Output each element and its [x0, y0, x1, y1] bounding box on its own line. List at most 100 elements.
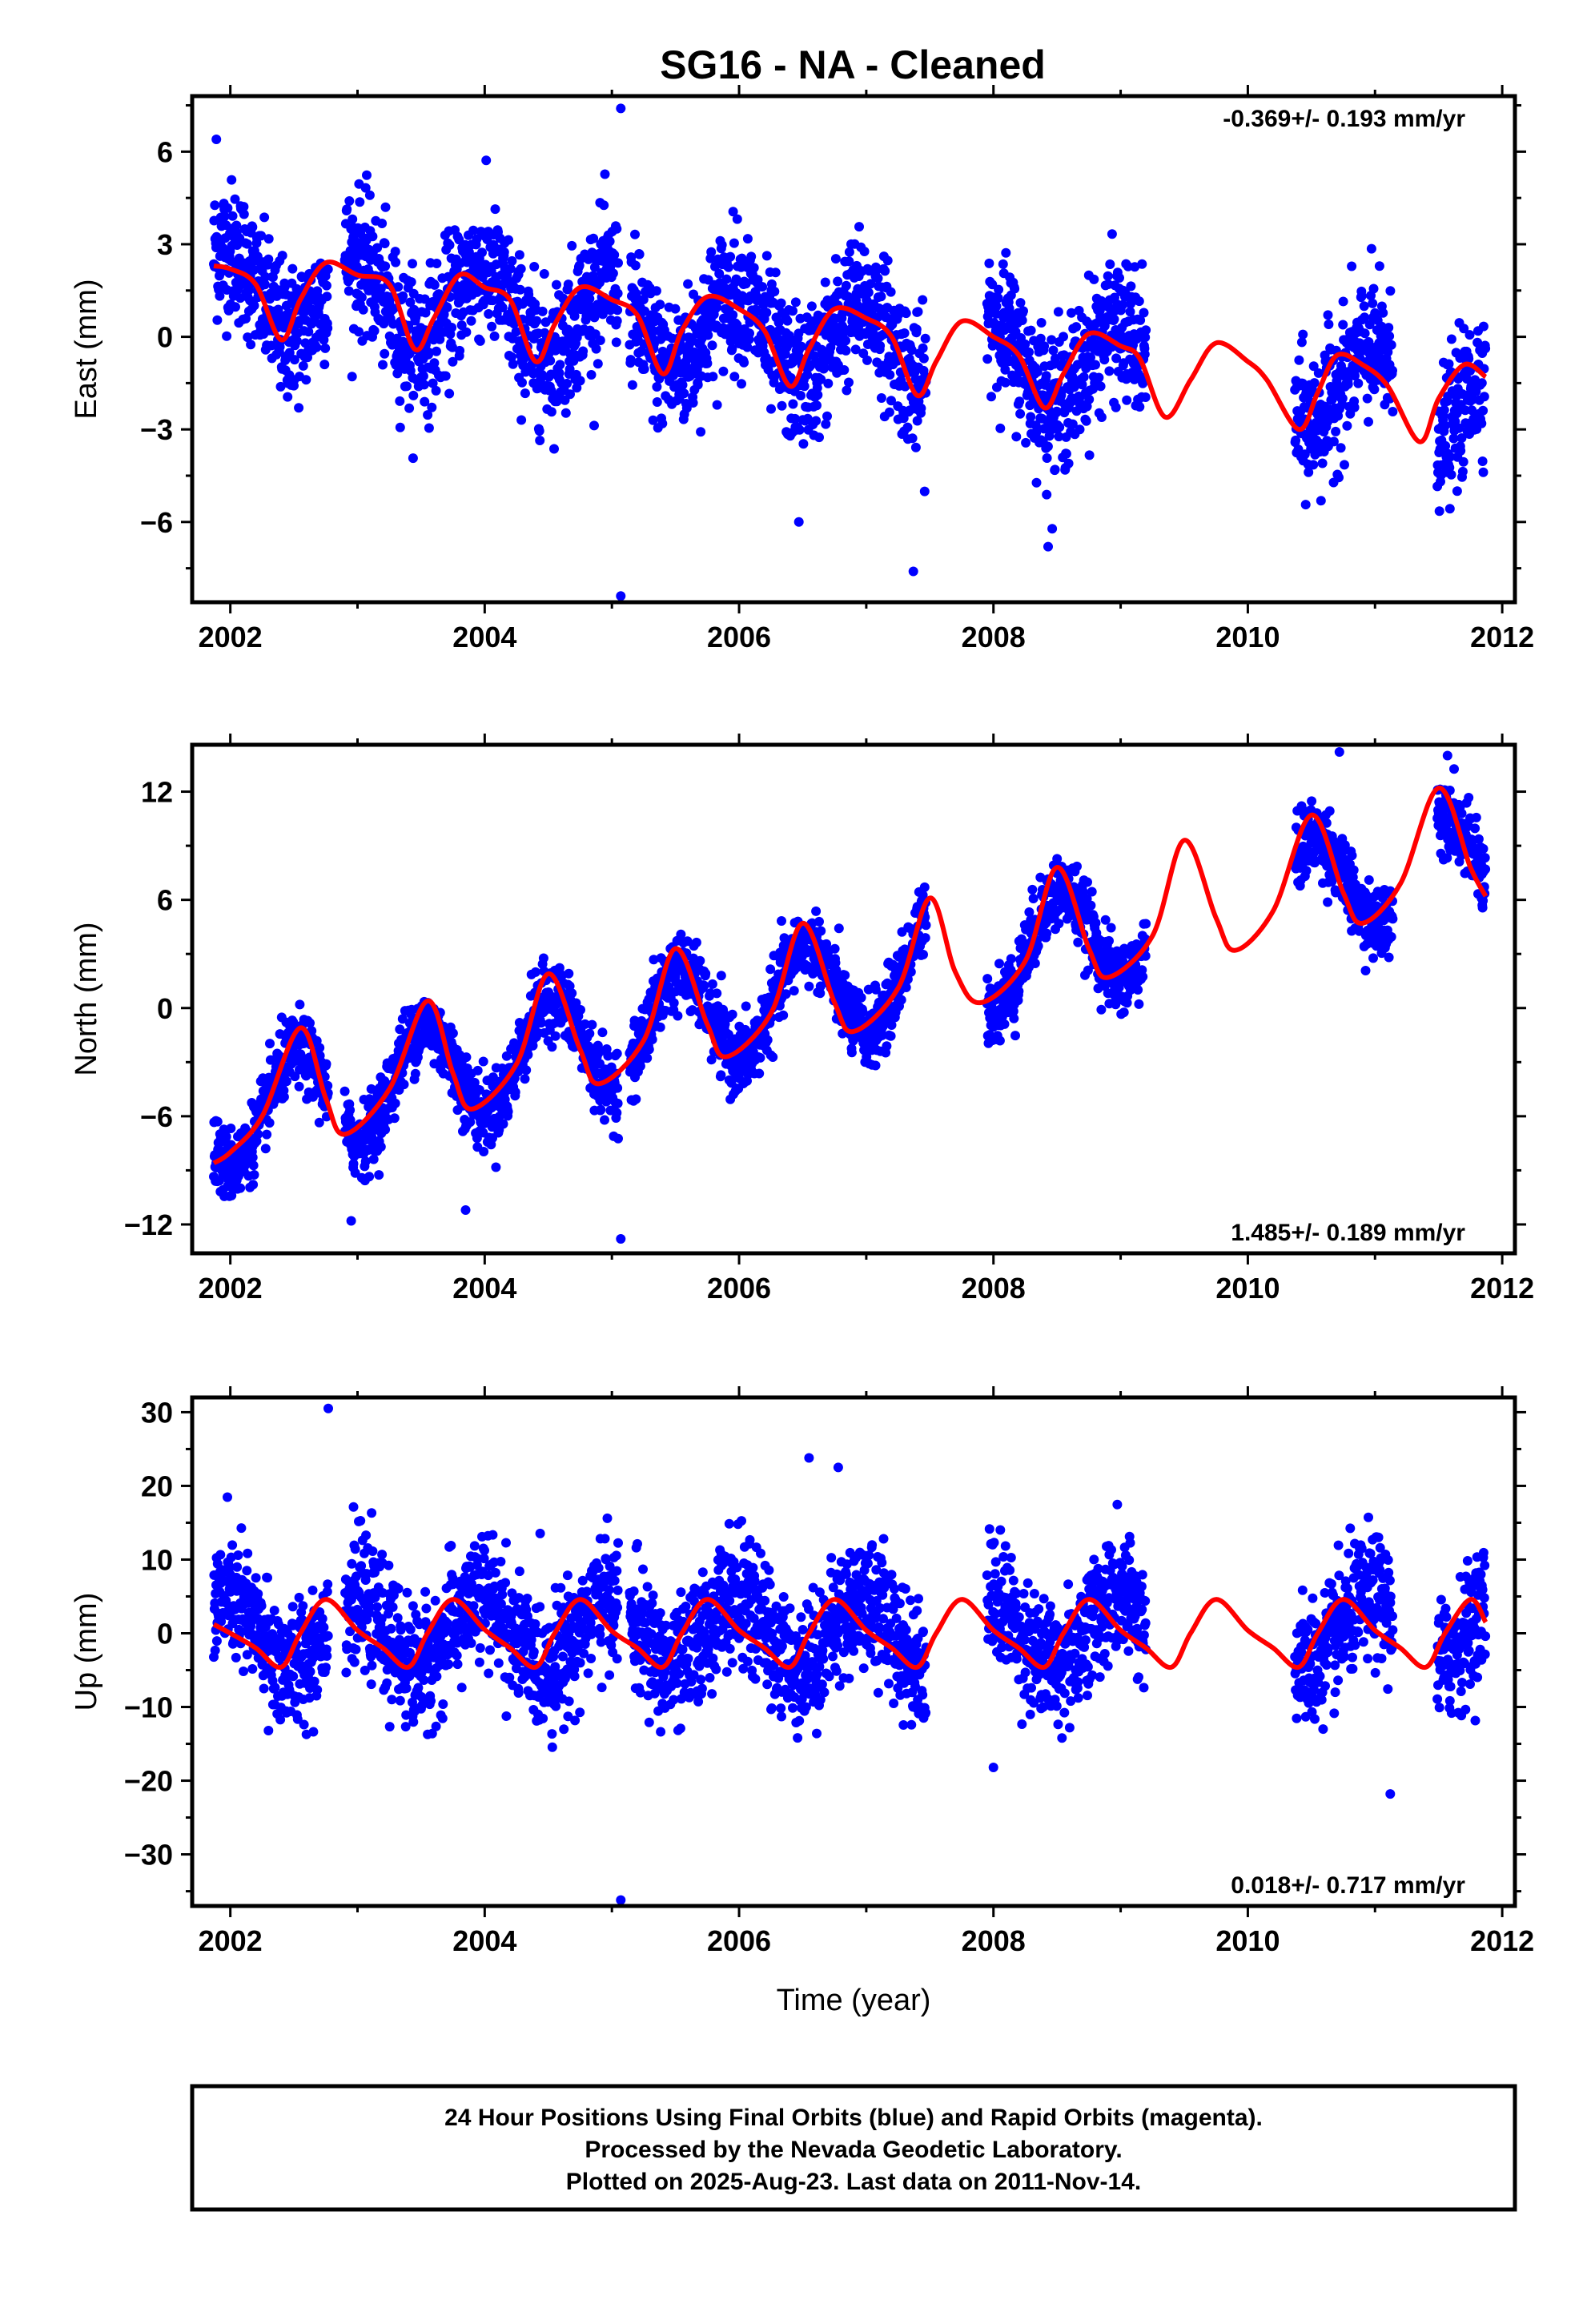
plot-frame-east — [190, 94, 1517, 605]
data-point — [455, 345, 465, 356]
data-point — [1020, 339, 1031, 349]
data-point — [440, 371, 451, 381]
data-point — [683, 279, 693, 289]
data-point — [1059, 332, 1068, 342]
data-point — [612, 1108, 622, 1118]
data-point — [707, 979, 717, 989]
data-point — [1440, 420, 1450, 431]
data-point — [1109, 314, 1119, 324]
y-tick-label: 6 — [157, 135, 173, 168]
data-point — [406, 277, 416, 287]
data-point — [1086, 352, 1095, 363]
data-point — [859, 247, 870, 256]
data-point — [487, 321, 497, 332]
data-point — [729, 238, 739, 248]
data-point-outlier — [616, 591, 626, 601]
data-point — [546, 369, 556, 380]
data-point — [565, 389, 575, 400]
data-point — [345, 1115, 356, 1125]
data-point — [1140, 332, 1151, 343]
data-point — [323, 323, 333, 333]
data-point — [918, 353, 929, 364]
data-point — [562, 378, 573, 388]
data-point — [999, 1019, 1010, 1029]
data-point — [585, 1028, 595, 1039]
data-point — [1464, 330, 1475, 340]
data-point — [1457, 466, 1468, 476]
data-point — [830, 943, 840, 954]
data-point — [707, 340, 717, 351]
data-point — [515, 284, 525, 295]
data-point — [655, 300, 665, 310]
data-point — [249, 1170, 259, 1180]
data-point — [1039, 341, 1050, 352]
data-point — [870, 1060, 881, 1071]
data-point — [777, 400, 787, 411]
data-point — [505, 263, 516, 274]
data-point — [609, 250, 620, 260]
data-point — [701, 968, 711, 979]
data-point — [298, 360, 308, 371]
data-point — [1323, 310, 1333, 320]
data-point — [423, 410, 433, 420]
data-point — [262, 1129, 272, 1140]
data-point — [372, 243, 383, 253]
data-point — [1384, 331, 1395, 341]
data-point — [364, 190, 375, 200]
data-point — [1456, 445, 1466, 456]
data-point — [456, 320, 467, 331]
data-point — [816, 926, 826, 936]
data-point — [347, 372, 357, 382]
x-tick-label: 2012 — [1470, 621, 1534, 653]
data-point — [599, 200, 609, 211]
data-point — [1103, 271, 1113, 281]
data-point — [1353, 378, 1364, 388]
data-point — [749, 263, 759, 273]
data-point — [277, 251, 287, 261]
data-point — [1043, 441, 1053, 452]
data-point — [1048, 345, 1059, 356]
data-point — [259, 279, 270, 290]
data-point — [856, 992, 866, 1003]
data-point — [995, 423, 1006, 433]
data-point — [1317, 458, 1328, 468]
data-point — [1067, 308, 1076, 318]
data-point-outlier — [616, 103, 626, 114]
data-point — [1338, 296, 1348, 307]
data-point — [647, 325, 657, 335]
data-point — [906, 345, 917, 356]
data-point — [1360, 312, 1370, 323]
data-point — [1000, 364, 1010, 375]
data-point — [1434, 506, 1444, 517]
data-point — [1316, 496, 1326, 506]
data-point — [575, 376, 585, 386]
data-point — [612, 223, 622, 234]
data-point — [364, 1172, 375, 1182]
data-point — [611, 337, 621, 348]
data-point — [469, 1077, 480, 1088]
data-point — [821, 419, 831, 429]
data-point — [880, 266, 890, 276]
data-point — [1137, 259, 1147, 269]
data-point — [782, 316, 793, 326]
data-point-outlier — [211, 135, 222, 144]
data-point — [301, 1071, 311, 1081]
data-point — [876, 292, 886, 302]
data-point — [739, 357, 749, 368]
data-point — [1309, 378, 1320, 388]
data-point — [843, 292, 854, 302]
data-point — [1036, 318, 1047, 328]
data-point — [348, 214, 358, 224]
data-point — [625, 355, 636, 365]
data-point — [1464, 354, 1474, 364]
data-point — [920, 333, 930, 344]
data-point — [342, 204, 352, 215]
data-point — [776, 298, 786, 308]
data-point — [778, 1010, 789, 1020]
data-point — [841, 280, 851, 291]
data-point — [886, 396, 896, 406]
data-point — [532, 316, 542, 326]
data-point — [806, 301, 817, 312]
data-point — [395, 396, 405, 406]
